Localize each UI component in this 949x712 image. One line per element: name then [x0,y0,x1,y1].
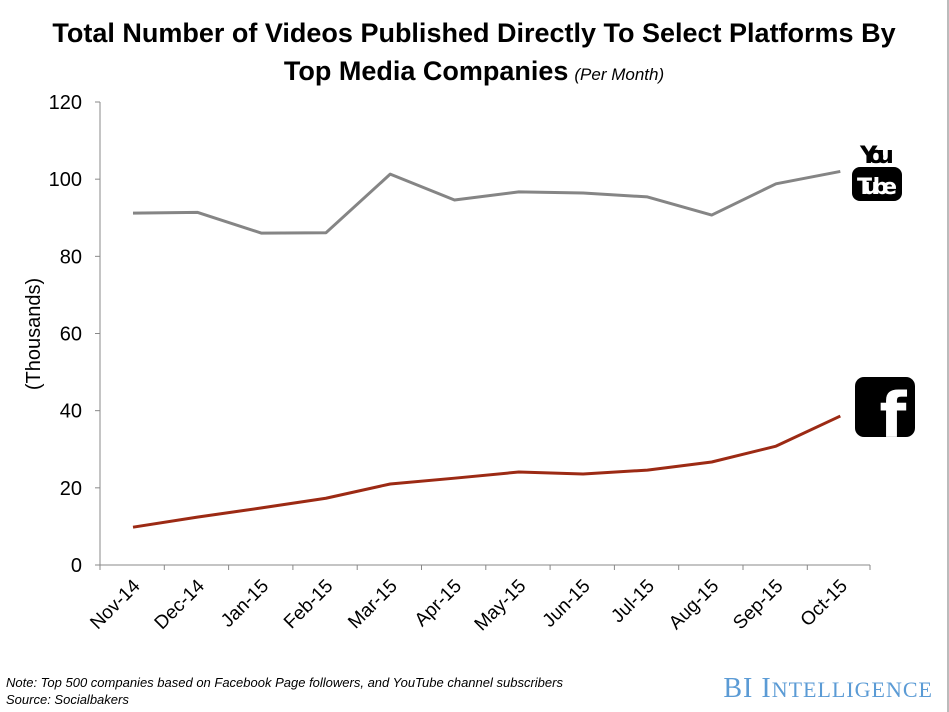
note-text: Note: Top 500 companies based on Faceboo… [6,675,563,690]
x-tick-label: Oct-15 [797,576,852,631]
footnote: Note: Top 500 companies based on Faceboo… [6,674,563,708]
youtube-logo-you: You [859,141,894,169]
x-tick-label: Jul-15 [607,576,658,627]
x-tick-label: Dec-14 [151,575,209,633]
chart-title: Total Number of Videos Published Directl… [44,14,904,94]
logo-i: I [761,673,772,704]
y-tick-label: 60 [60,324,82,346]
logo-rest: NTELLIGENCE [771,677,933,702]
facebook-icon-f: f [880,379,908,452]
chart-title-text: Total Number of Videos Published Directl… [52,18,896,86]
y-tick-label: 100 [49,169,82,191]
facebook-icon [855,377,915,437]
series-line-youtube [132,169,841,235]
x-tick-label: Nov-14 [86,575,144,633]
source-text: Source: Socialbakers [6,692,129,707]
x-tick-label: May-15 [471,576,531,636]
y-tick-label: 80 [60,246,82,268]
x-tick-label: Jan-15 [217,576,273,632]
series-line-facebook [132,414,841,529]
bi-intelligence-logo: BI INTELLIGENCE [723,673,933,705]
chart-subtitle: (Per Month) [574,65,665,84]
youtube-logo-tube: Tube [857,175,897,200]
y-tick-label: 40 [60,401,82,423]
y-tick-label: 20 [60,478,82,500]
x-tick-label: Mar-15 [344,576,401,633]
x-tick-label: Aug-15 [665,576,723,634]
y-axis-label: (Thousands) [23,278,45,390]
x-tick-label: Sep-15 [729,576,787,634]
x-tick-label: Apr-15 [411,576,466,631]
logo-bi: BI [723,673,754,704]
youtube-logo-box [852,167,902,201]
y-tick-label: 0 [71,555,82,577]
y-tick-label: 120 [49,92,82,114]
x-tick-label: Feb-15 [280,576,337,633]
x-tick-label: Jun-15 [539,576,595,632]
